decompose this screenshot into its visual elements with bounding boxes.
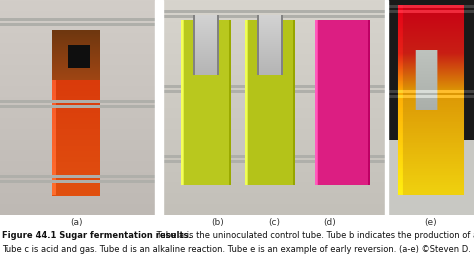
Text: (d): (d) bbox=[324, 218, 337, 227]
Text: Tube c is acid and gas. Tube d is an alkaline reaction. Tube e is an example of : Tube c is acid and gas. Tube d is an alk… bbox=[2, 244, 474, 253]
Text: Tube a is the uninoculated control tube. Tube b indicates the production of acid: Tube a is the uninoculated control tube.… bbox=[154, 231, 474, 240]
Bar bbox=[385, 0, 388, 215]
Text: Figure 44.1 Sugar fermentation results.: Figure 44.1 Sugar fermentation results. bbox=[2, 231, 192, 240]
Text: (b): (b) bbox=[211, 218, 224, 227]
Text: (c): (c) bbox=[268, 218, 280, 227]
Bar bbox=[155, 0, 163, 215]
Text: (a): (a) bbox=[71, 218, 83, 227]
Text: (e): (e) bbox=[425, 218, 438, 227]
